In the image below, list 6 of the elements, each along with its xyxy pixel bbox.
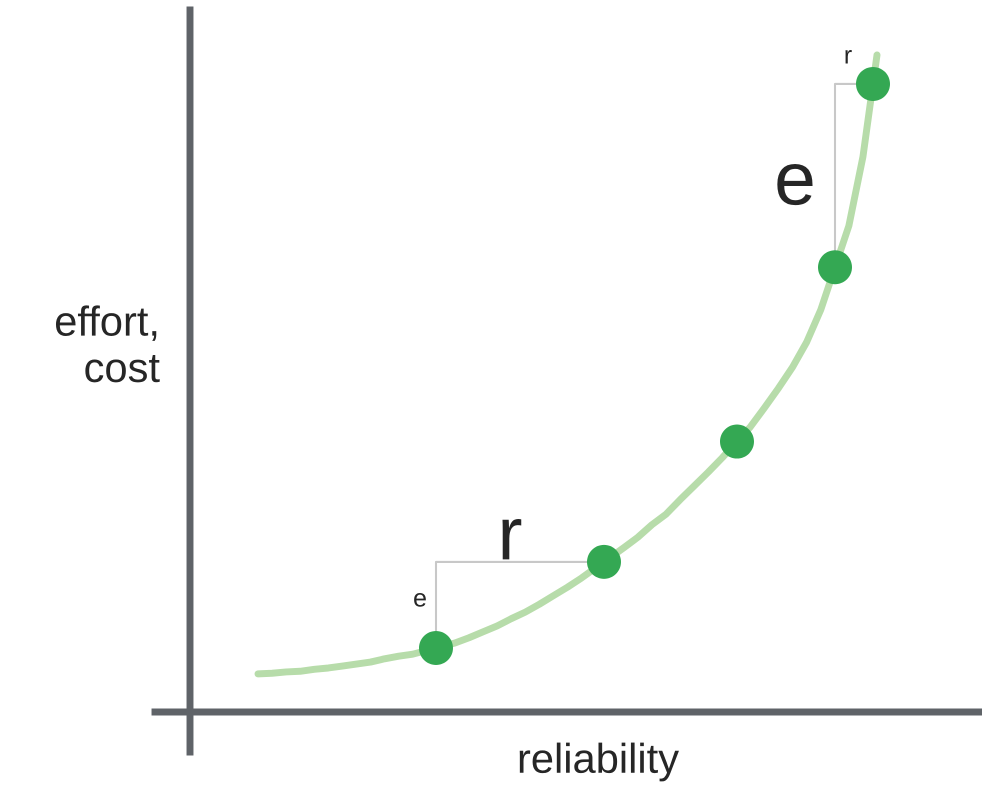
y-axis-title: effort, cost [56,305,160,382]
annotation: e [777,164,813,206]
annotation: r [846,50,852,64]
x-axis-title: reliability [520,742,679,782]
annotation: r [502,519,522,560]
annotation: e [414,593,426,607]
